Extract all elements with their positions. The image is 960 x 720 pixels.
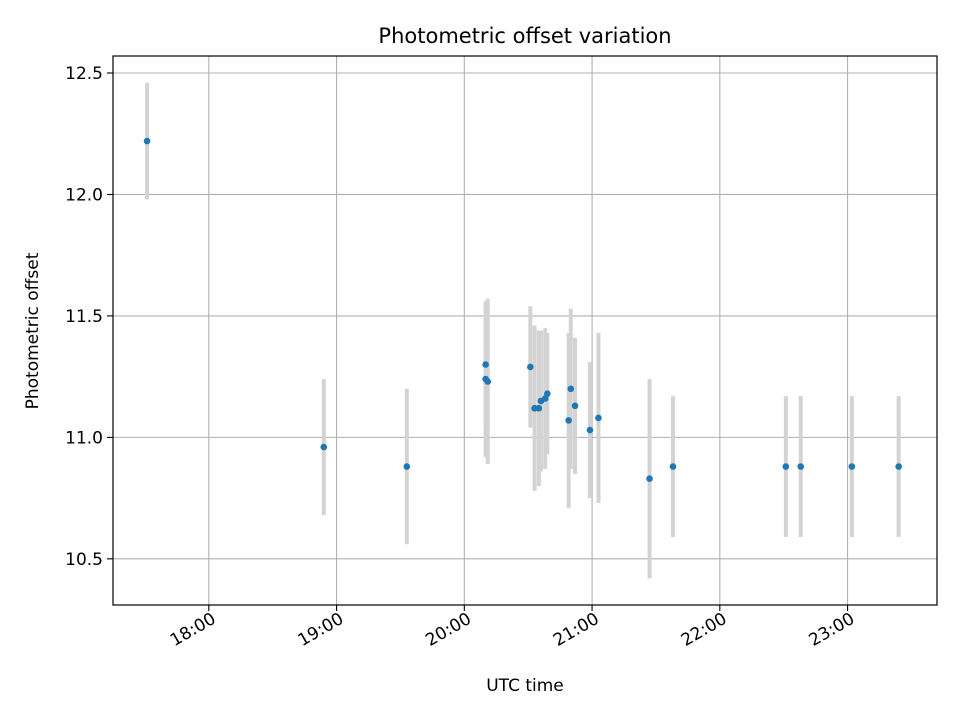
data-point — [895, 463, 902, 470]
data-point — [783, 463, 790, 470]
data-point — [646, 475, 653, 482]
data-point — [404, 463, 411, 470]
data-point — [670, 463, 677, 470]
data-point — [587, 427, 594, 434]
y-tick-label: 10.5 — [65, 550, 103, 570]
data-point — [567, 386, 574, 393]
data-point — [565, 417, 572, 424]
data-point — [527, 364, 534, 371]
data-point — [484, 378, 491, 385]
data-point — [144, 138, 151, 145]
data-point — [482, 361, 489, 368]
data-point — [595, 415, 602, 422]
y-tick-label: 12.5 — [65, 64, 103, 84]
data-point — [849, 463, 856, 470]
y-axis-label: Photometric offset — [23, 252, 43, 409]
y-tick-label: 11.0 — [65, 428, 103, 448]
x-axis-label: UTC time — [486, 676, 564, 696]
chart-title: Photometric offset variation — [378, 24, 671, 48]
y-tick-label: 12.0 — [65, 185, 103, 205]
data-point — [544, 390, 551, 397]
data-point — [320, 444, 327, 451]
data-point — [797, 463, 804, 470]
data-point — [536, 405, 543, 412]
y-tick-label: 11.5 — [65, 307, 103, 327]
data-point — [572, 403, 579, 410]
